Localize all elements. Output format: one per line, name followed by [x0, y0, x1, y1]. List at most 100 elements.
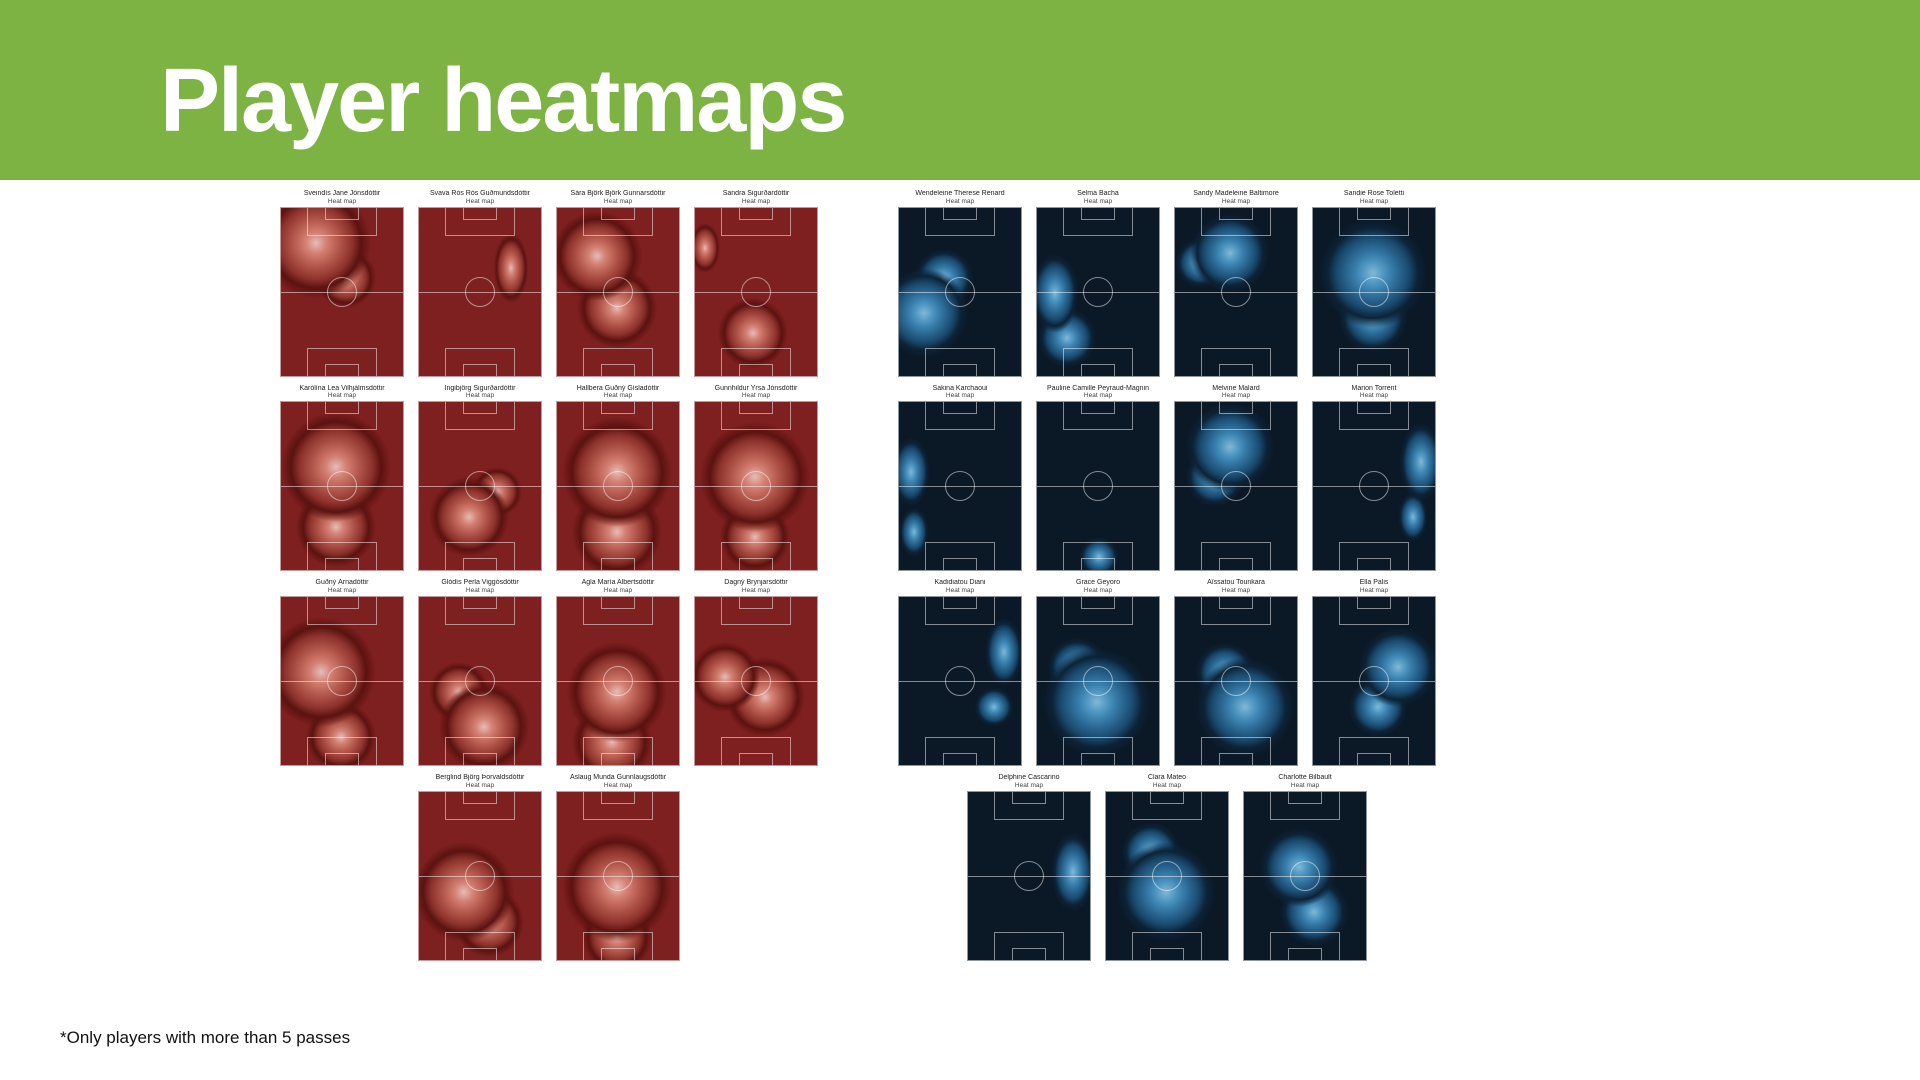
player-name: Marion Torrent [1312, 385, 1436, 393]
pitch-heatmap [280, 401, 404, 571]
heatmap-subtitle: Heat map [1153, 782, 1181, 789]
heatmap-subtitle: Heat map [466, 198, 494, 205]
heatmap-subtitle: Heat map [1084, 587, 1112, 594]
heatmap-row: Sakina KarchaouiHeat mapPauline Camille … [898, 385, 1436, 572]
player-name: Ella Palis [1312, 579, 1436, 587]
player-name: Charlotte Bilbault [1243, 774, 1367, 782]
player-name: Grace Geyoro [1036, 579, 1160, 587]
player-name: Sakina Karchaoui [898, 385, 1022, 393]
pitch-heatmap [418, 207, 542, 377]
player-name: Clara Mateo [1105, 774, 1229, 782]
heatmap-subtitle: Heat map [604, 392, 632, 399]
player-heatmap-card: Svava Rós Rós GuðmundsdóttirHeat map [418, 190, 542, 377]
pitch-heatmap [1312, 401, 1436, 571]
player-heatmap-card: Clara MateoHeat map [1105, 774, 1229, 961]
player-name: Sandra Sigurðardóttir [694, 190, 818, 198]
pitch-heatmap [1174, 401, 1298, 571]
heatmap-subtitle: Heat map [328, 392, 356, 399]
pitch-heatmap [418, 401, 542, 571]
pitch-heatmap [1312, 207, 1436, 377]
player-heatmap-card: Sandra SigurðardóttirHeat map [694, 190, 818, 377]
heatmap-row: Sveindís Jane JónsdóttirHeat mapSvava Ró… [280, 190, 818, 377]
pitch-heatmap [694, 596, 818, 766]
heatmap-subtitle: Heat map [1291, 782, 1319, 789]
pitch-heatmap [1243, 791, 1367, 961]
content: Sveindís Jane JónsdóttirHeat mapSvava Ró… [0, 180, 1920, 961]
player-heatmap-card: Aïssatou TounkaraHeat map [1174, 579, 1298, 766]
footnote: *Only players with more than 5 passes [60, 1028, 350, 1048]
heatmap-row: Wendeleine Therese RenardHeat mapSelma B… [898, 190, 1436, 377]
pitch-heatmap [694, 207, 818, 377]
heatmap-subtitle: Heat map [328, 587, 356, 594]
player-heatmap-card: Agla María AlbertsdóttirHeat map [556, 579, 680, 766]
heatmap-subtitle: Heat map [1222, 198, 1250, 205]
pitch-heatmap [556, 401, 680, 571]
player-name: Glódís Perla Viggósdóttir [418, 579, 542, 587]
player-heatmap-card: Berglind Björg ÞorvaldsdóttirHeat map [418, 774, 542, 961]
player-name: Sára Björk Björk Gunnarsdóttir [556, 190, 680, 198]
page-title: Player heatmaps [160, 50, 1920, 153]
player-heatmap-card: Sakina KarchaouiHeat map [898, 385, 1022, 572]
player-heatmap-card: Glódís Perla ViggósdóttirHeat map [418, 579, 542, 766]
player-name: Sandy Madeleine Baltimore [1174, 190, 1298, 198]
heatmap-subtitle: Heat map [946, 198, 974, 205]
heatmap-subtitle: Heat map [328, 198, 356, 205]
pitch-heatmap [1312, 596, 1436, 766]
player-heatmap-card: Áslaug Munda GunnlaugsdóttirHeat map [556, 774, 680, 961]
pitch-heatmap [280, 596, 404, 766]
player-name: Pauline Camille Peyraud-Magnin [1036, 385, 1160, 393]
heatmap-subtitle: Heat map [466, 587, 494, 594]
pitch-heatmap [556, 207, 680, 377]
player-heatmap-card: Hallbera Guðný GísladóttirHeat map [556, 385, 680, 572]
player-name: Melvine Malard [1174, 385, 1298, 393]
player-name: Selma Bacha [1036, 190, 1160, 198]
team-grid-red: Sveindís Jane JónsdóttirHeat mapSvava Ró… [280, 190, 818, 961]
heatmap-subtitle: Heat map [1360, 198, 1388, 205]
player-name: Kadidiatou Diani [898, 579, 1022, 587]
player-name: Karólína Lea Vilhjálmsdóttir [280, 385, 404, 393]
player-heatmap-card: Melvine MalardHeat map [1174, 385, 1298, 572]
pitch-heatmap [1174, 207, 1298, 377]
player-heatmap-card: Ingibjörg SigurðardóttirHeat map [418, 385, 542, 572]
heatmap-subtitle: Heat map [466, 782, 494, 789]
heatmap-subtitle: Heat map [946, 392, 974, 399]
player-name: Delphine Cascarino [967, 774, 1091, 782]
player-heatmap-card: Selma BachaHeat map [1036, 190, 1160, 377]
pitch-heatmap [1105, 791, 1229, 961]
pitch-heatmap [1036, 596, 1160, 766]
pitch-heatmap [1174, 596, 1298, 766]
team-grid-blue: Wendeleine Therese RenardHeat mapSelma B… [898, 190, 1436, 961]
heatmap-subtitle: Heat map [742, 392, 770, 399]
player-name: Svava Rós Rós Guðmundsdóttir [418, 190, 542, 198]
pitch-heatmap [967, 791, 1091, 961]
heatmap-subtitle: Heat map [604, 198, 632, 205]
player-heatmap-card: Guðný ÁrnadóttirHeat map [280, 579, 404, 766]
heatmap-subtitle: Heat map [1360, 392, 1388, 399]
pitch-heatmap [898, 596, 1022, 766]
pitch-heatmap [418, 596, 542, 766]
player-name: Dagný Brynjarsdóttir [694, 579, 818, 587]
heatmap-subtitle: Heat map [742, 587, 770, 594]
heatmap-subtitle: Heat map [742, 198, 770, 205]
player-heatmap-card: Sandie Rose TolettiHeat map [1312, 190, 1436, 377]
player-name: Áslaug Munda Gunnlaugsdóttir [556, 774, 680, 782]
player-name: Sandie Rose Toletti [1312, 190, 1436, 198]
player-heatmap-card: Gunnhildur Yrsa JónsdóttirHeat map [694, 385, 818, 572]
heatmap-subtitle: Heat map [604, 782, 632, 789]
pitch-heatmap [898, 401, 1022, 571]
pitch-heatmap [556, 791, 680, 961]
heatmap-subtitle: Heat map [604, 587, 632, 594]
player-heatmap-card: Delphine CascarinoHeat map [967, 774, 1091, 961]
player-name: Agla María Albertsdóttir [556, 579, 680, 587]
player-name: Berglind Björg Þorvaldsdóttir [418, 774, 542, 782]
pitch-heatmap [418, 791, 542, 961]
heatmap-row: Karólína Lea VilhjálmsdóttirHeat mapIngi… [280, 385, 818, 572]
player-heatmap-card: Sandy Madeleine BaltimoreHeat map [1174, 190, 1298, 377]
player-heatmap-card: Wendeleine Therese RenardHeat map [898, 190, 1022, 377]
player-heatmap-card: Marion TorrentHeat map [1312, 385, 1436, 572]
player-heatmap-card: Ella PalisHeat map [1312, 579, 1436, 766]
player-heatmap-card: Sára Björk Björk GunnarsdóttirHeat map [556, 190, 680, 377]
player-name: Guðný Árnadóttir [280, 579, 404, 587]
heatmap-row: Guðný ÁrnadóttirHeat mapGlódís Perla Vig… [280, 579, 818, 766]
player-heatmap-card: Pauline Camille Peyraud-MagninHeat map [1036, 385, 1160, 572]
